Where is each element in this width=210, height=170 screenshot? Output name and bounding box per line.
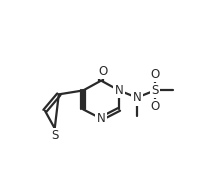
- Text: N: N: [97, 112, 105, 125]
- Text: S: S: [51, 129, 58, 142]
- Text: O: O: [99, 65, 108, 78]
- Text: O: O: [150, 100, 159, 113]
- Text: N: N: [115, 84, 123, 97]
- Text: S: S: [151, 84, 159, 97]
- Text: O: O: [150, 67, 159, 81]
- Text: N: N: [133, 91, 141, 104]
